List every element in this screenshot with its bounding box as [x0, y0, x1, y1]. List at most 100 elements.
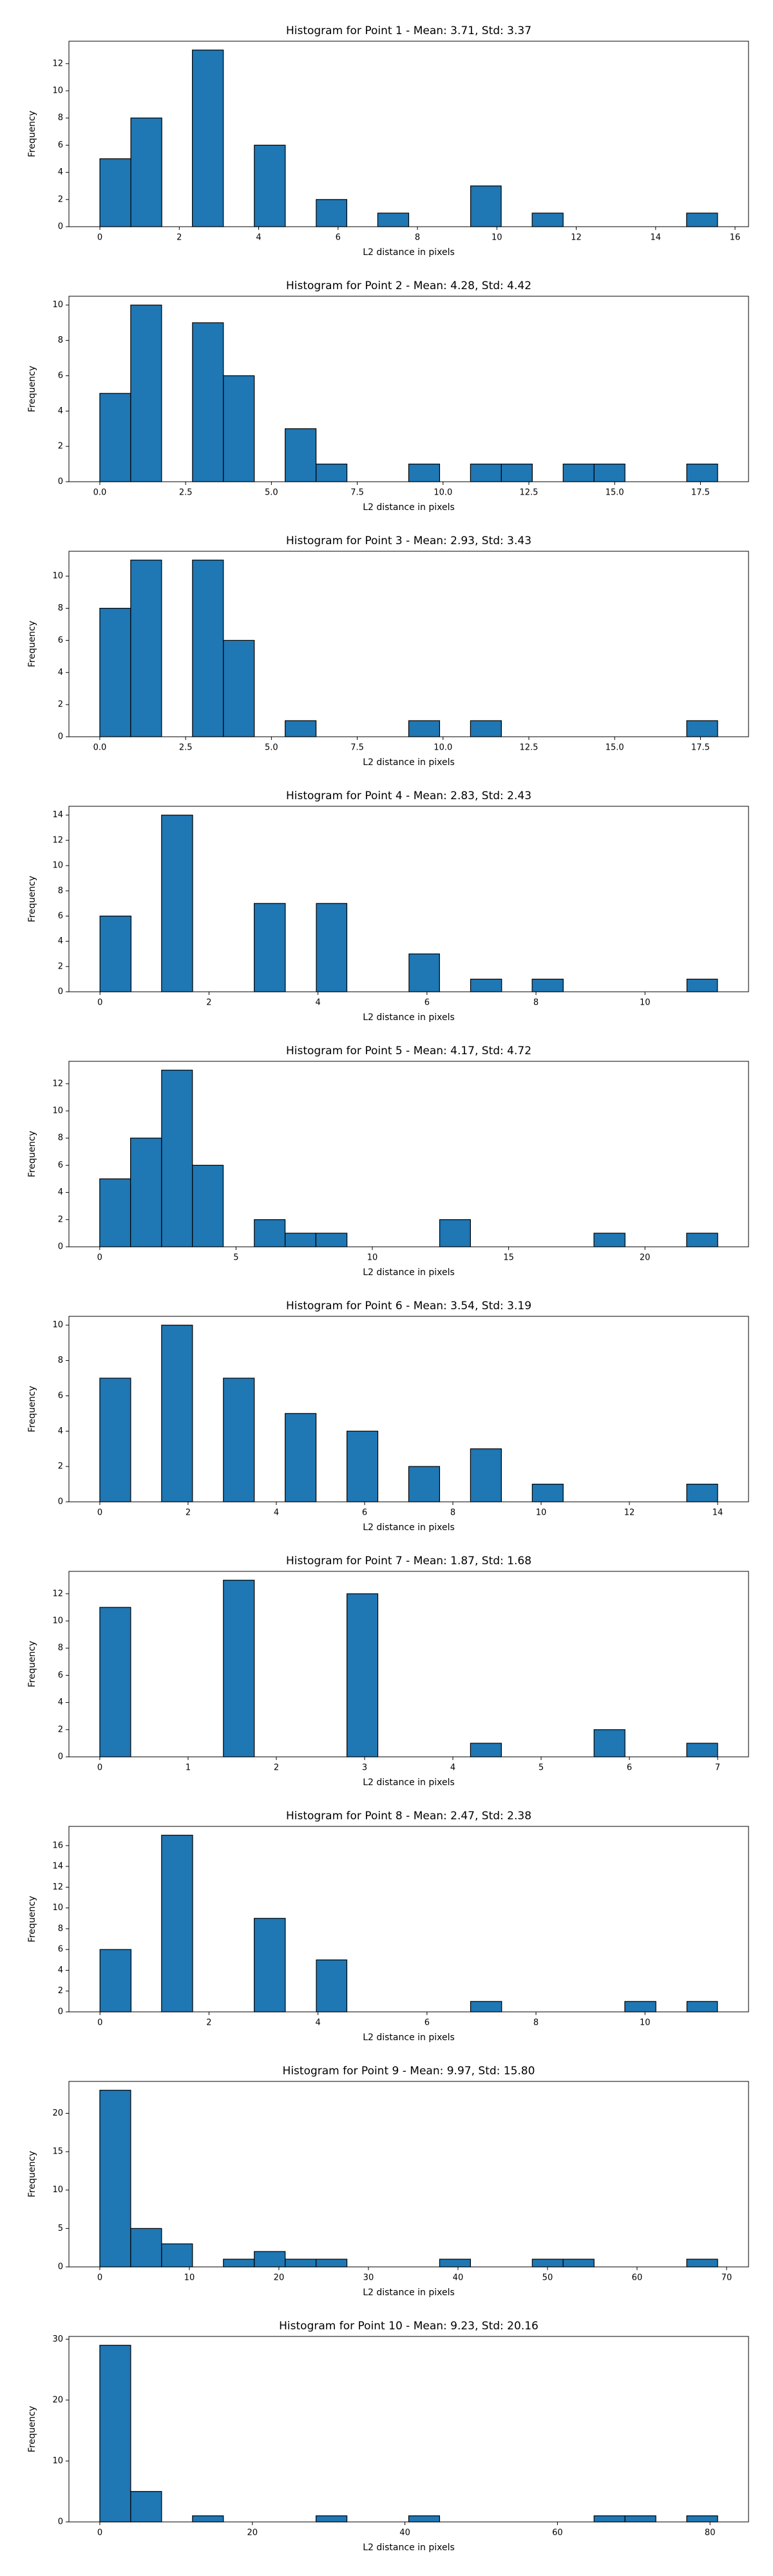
chart-title: Histogram for Point 4 - Mean: 2.83, Std:…: [286, 790, 531, 802]
plot-frame: [68, 1826, 749, 2012]
y-axis-label: Frequency: [27, 1641, 37, 1687]
y-tick-label: 8: [58, 603, 63, 613]
x-tick-label: 10: [184, 2273, 195, 2283]
bar: [408, 720, 441, 737]
y-tick-label: 2: [58, 961, 63, 971]
bar: [161, 815, 193, 992]
chart-title: Histogram for Point 7 - Mean: 1.87, Std:…: [286, 1555, 531, 1567]
plot-frame: [68, 296, 749, 482]
x-axis-label: L2 distance in pixels: [363, 2032, 455, 2043]
bar: [686, 2259, 718, 2268]
y-tick-label: 4: [58, 1698, 63, 1707]
x-tick-label: 4: [450, 1763, 455, 1773]
chart-title: Histogram for Point 2 - Mean: 4.28, Std:…: [286, 279, 531, 292]
bar: [99, 393, 131, 482]
x-tick-label: 0: [97, 2273, 102, 2283]
bar: [284, 1233, 317, 1247]
y-tick-label: 4: [58, 936, 63, 946]
y-tick-label: 0: [58, 1752, 63, 1762]
bar: [377, 213, 410, 227]
bar: [130, 2228, 162, 2268]
y-tick-label: 12: [52, 1882, 63, 1892]
x-tick-label: 12.5: [520, 743, 539, 753]
bar: [408, 1466, 441, 1502]
bar: [408, 2515, 441, 2523]
x-tick-label: 0.0: [93, 743, 107, 753]
x-tick-label: 2.5: [179, 488, 193, 498]
y-axis-label: Frequency: [27, 2151, 37, 2197]
y-tick-label: 10: [52, 1106, 63, 1116]
plot-frame: [68, 1571, 749, 1757]
x-tick-label: 10: [640, 998, 651, 1008]
plot-frame: [68, 2081, 749, 2268]
y-tick-label: 14: [52, 810, 63, 820]
y-tick-label: 5: [58, 2224, 63, 2233]
bar: [470, 2001, 502, 2012]
y-tick-label: 6: [58, 371, 63, 381]
x-tick-label: 60: [632, 2273, 643, 2283]
y-tick-label: 10: [52, 1320, 63, 1330]
y-axis-label: Frequency: [27, 621, 37, 667]
bar: [501, 463, 533, 482]
bar: [192, 560, 224, 737]
y-tick-label: 8: [58, 336, 63, 345]
y-tick-label: 16: [52, 1841, 63, 1850]
bar: [593, 463, 625, 482]
y-tick-label: 12: [52, 59, 63, 68]
y-axis-label: Frequency: [27, 876, 37, 922]
x-tick-label: 20: [247, 2528, 258, 2538]
x-tick-label: 14: [712, 1508, 723, 1518]
chart-title: Histogram for Point 5 - Mean: 4.17, Std:…: [286, 1045, 531, 1057]
bar: [316, 2515, 348, 2523]
y-tick-label: 8: [58, 1133, 63, 1143]
bar: [161, 2243, 193, 2268]
x-tick-label: 4: [274, 1508, 279, 1518]
y-tick-label: 2: [58, 1462, 63, 1472]
x-tick-label: 10.0: [434, 743, 452, 753]
y-tick-label: 12: [52, 835, 63, 845]
y-tick-label: 10: [52, 86, 63, 96]
x-tick-label: 0: [97, 1508, 102, 1518]
x-tick-label: 0.0: [93, 488, 107, 498]
x-tick-label: 12: [571, 233, 582, 243]
x-tick-label: 2: [206, 998, 211, 1008]
bar: [686, 213, 718, 227]
bar: [223, 639, 255, 737]
bar: [593, 1729, 625, 1757]
bar: [315, 1233, 348, 1247]
x-tick-label: 8: [450, 1508, 455, 1518]
bar: [99, 2090, 131, 2268]
y-tick-label: 12: [52, 1079, 63, 1088]
chart-title: Histogram for Point 1 - Mean: 3.71, Std:…: [286, 24, 531, 37]
x-tick-label: 6: [425, 2018, 430, 2028]
x-tick-label: 0: [97, 1253, 102, 1263]
x-tick-label: 8: [415, 233, 420, 243]
bar: [130, 1137, 162, 1247]
bar: [130, 305, 162, 482]
x-tick-label: 80: [705, 2528, 716, 2538]
y-axis-label: Frequency: [27, 366, 37, 412]
bar: [223, 375, 255, 482]
y-tick-label: 4: [58, 1188, 63, 1197]
bar: [408, 463, 441, 482]
y-tick-label: 8: [58, 1924, 63, 1933]
bar: [192, 2515, 224, 2523]
y-tick-label: 10: [52, 1903, 63, 1913]
chart-title: Histogram for Point 10 - Mean: 9.23, Std…: [279, 2320, 539, 2333]
bar: [316, 1959, 348, 2012]
bar: [192, 322, 224, 482]
y-tick-label: 20: [52, 2108, 63, 2118]
y-tick-label: 2: [58, 1215, 63, 1224]
bar: [316, 903, 348, 992]
y-tick-label: 4: [58, 668, 63, 677]
y-tick-label: 8: [58, 1643, 63, 1653]
x-tick-label: 5: [539, 1763, 544, 1773]
y-tick-label: 2: [58, 442, 63, 451]
bar: [99, 1949, 132, 2012]
y-tick-label: 2: [58, 1986, 63, 1996]
x-tick-label: 6: [362, 1508, 367, 1518]
x-axis-label: L2 distance in pixels: [363, 1777, 455, 1788]
bar: [624, 2001, 656, 2012]
y-tick-label: 6: [58, 1671, 63, 1680]
